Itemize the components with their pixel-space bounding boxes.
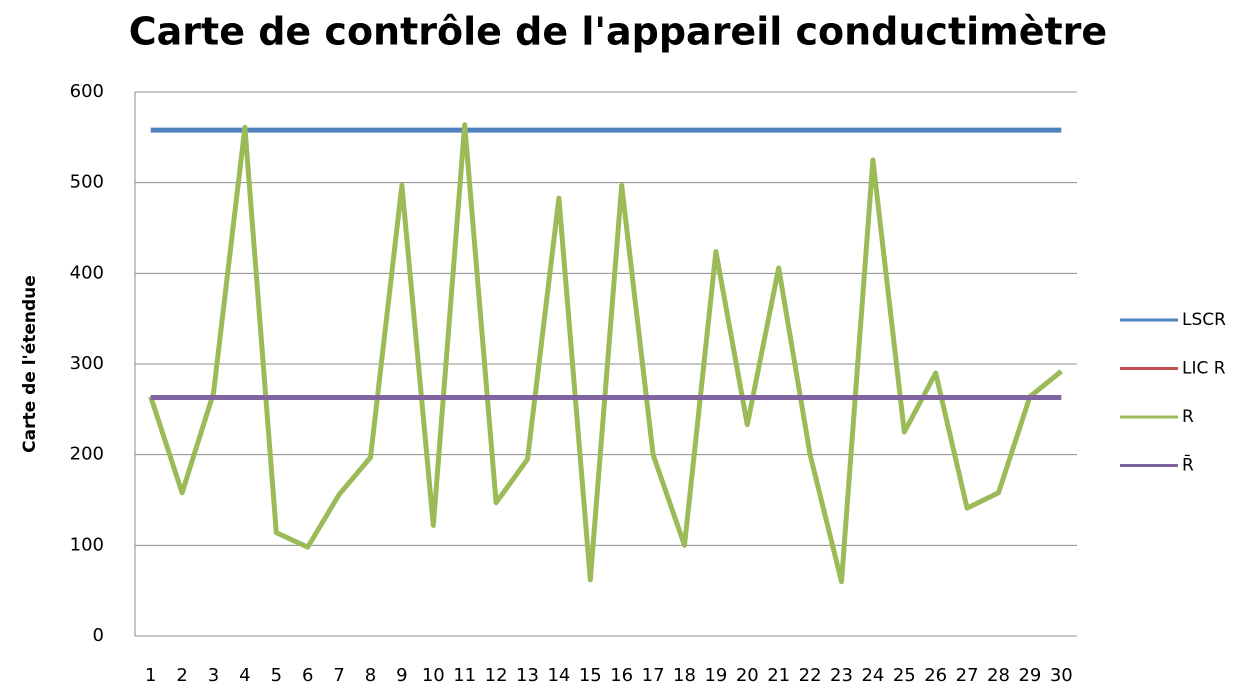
x-tick-label: 26 [924,665,947,686]
y-tick-label: 0 [93,625,104,646]
x-tick-label: 28 [987,665,1010,686]
x-tick-label: 23 [830,665,853,686]
x-tick-label: 5 [271,665,282,686]
x-tick-label: 30 [1050,665,1073,686]
legend-label: LSCR [1182,310,1226,330]
x-tick-label: 11 [453,665,476,686]
x-tick-label: 14 [547,665,570,686]
x-tick-label: 10 [422,665,445,686]
x-tick-label: 8 [365,665,376,686]
x-tick-label: 4 [239,665,250,686]
x-tick-label: 27 [956,665,979,686]
x-tick-label: 3 [208,665,219,686]
x-tick-label: 20 [736,665,759,686]
y-axis-label: Carte de l'étendue [20,275,40,453]
x-tick-label: 24 [861,665,884,686]
x-tick-label: 6 [302,665,313,686]
y-tick-label: 500 [70,172,104,193]
y-tick-label: 400 [70,262,104,283]
y-tick-label: 200 [70,444,104,465]
x-tick-label: 22 [799,665,822,686]
x-tick-label: 21 [767,665,790,686]
x-tick-label: 15 [579,665,602,686]
legend-label: R̄ [1182,453,1194,475]
y-tick-label: 600 [70,81,104,102]
legend-label: R [1182,407,1194,427]
x-tick-label: 25 [893,665,916,686]
y-tick-label: 300 [70,353,104,374]
x-tick-label: 17 [642,665,665,686]
x-tick-label: 1 [145,665,156,686]
x-tick-label: 16 [610,665,633,686]
y-tick-label: 100 [70,534,104,555]
x-tick-label: 2 [176,665,187,686]
x-tick-label: 7 [333,665,344,686]
x-tick-label: 13 [516,665,539,686]
chart-title: Carte de contrôle de l'appareil conducti… [129,10,1107,54]
x-tick-label: 19 [704,665,727,686]
x-tick-label: 9 [396,665,407,686]
x-tick-label: 12 [485,665,508,686]
legend-label: LIC R [1182,359,1226,379]
x-tick-label: 18 [673,665,696,686]
series-line [148,122,1063,585]
x-tick-label: 29 [1018,665,1041,686]
